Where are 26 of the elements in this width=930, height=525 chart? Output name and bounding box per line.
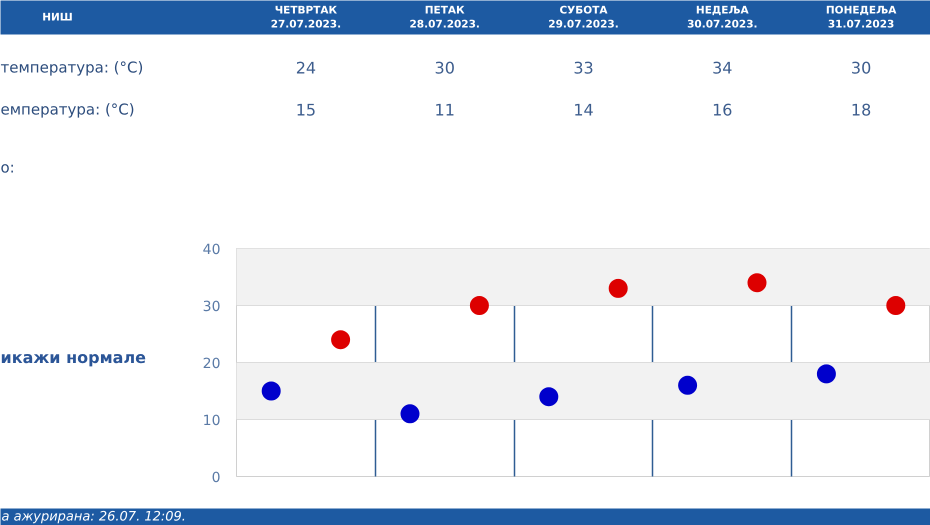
data-label: 34 [712,58,732,78]
data-label: 30 [850,58,872,78]
text: а ажурирана: 26.07. 12:09. [2,510,186,524]
data-label: 24 [296,58,316,78]
text: СУБОТА 29.07.2023. [548,4,619,30]
data-label: 14 [573,100,594,120]
text: ЧЕТВРТАК 27.07.2023. [270,4,342,30]
text: икажи нормале [0,348,146,368]
text: температура: (°C) [0,58,144,76]
data-label: 33 [573,58,594,78]
text: емпература: (°C) [0,100,135,118]
text: НИШ [42,12,73,24]
text: НЕДЕЉА 30.07.2023. [687,4,758,30]
text: о: [0,158,15,176]
y-tick-label: 40 [202,242,221,258]
y-tick-label: 30 [202,299,221,315]
data-label: 18 [850,100,872,120]
data-label: 16 [712,100,732,120]
text: ПЕТАК 28.07.2023. [409,4,480,30]
data-label: 30 [434,58,455,78]
y-tick-label: 20 [202,356,221,372]
y-tick-label: 10 [202,413,221,429]
data-label: 11 [434,100,455,120]
text: ПОНЕДЕЉА 31.07.2023 [826,4,898,30]
y-tick-label: 0 [212,470,221,486]
data-label: 15 [296,100,316,120]
